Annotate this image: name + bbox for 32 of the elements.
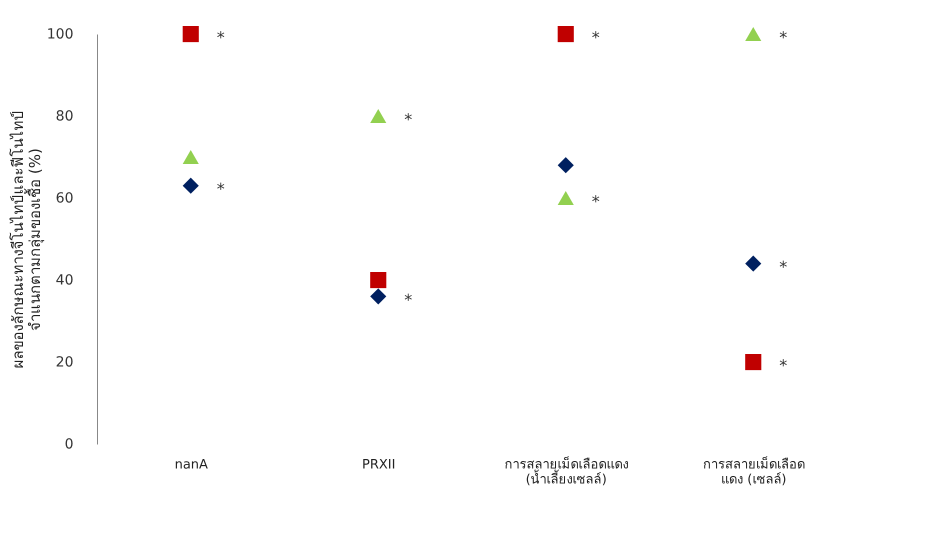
annotation: * [592,192,600,211]
y-tick-label: 80 [56,108,74,124]
annotation: * [216,28,225,47]
point [370,288,386,304]
y-tick-label: 100 [46,26,74,42]
x-tick-label: การสลายเม็ดเลือดแดง (น้ำเลี้ยงเซลล์) [504,454,628,488]
y-tick-label: 20 [56,354,74,370]
point [182,150,199,164]
y-tick-label: 60 [56,190,74,206]
point [558,26,574,42]
point [745,256,762,272]
point [182,178,199,194]
point [745,354,762,370]
y-tick-label: 40 [56,272,74,288]
point [182,26,199,42]
x-tick-label: nanA [174,458,208,472]
y-axis-title: ผลของลักษณะทางจีโนไทป์และฟีโนไทป์ จำแนกตามกลุ่มของเชื้อ (%) [8,110,45,368]
annotation: * [779,258,788,277]
point [558,157,574,174]
point [558,191,574,205]
x-tick-label: PRXII [362,458,396,472]
annotation: * [216,180,225,199]
annotation: * [404,290,412,310]
x-tick-label: การสลายเม็ดเลือด แดง (เซลล์) [702,454,805,488]
y-tick-label: 0 [64,436,74,452]
point [370,272,386,288]
annotation: * [592,28,600,47]
annotation: * [404,110,412,129]
annotation: * [779,28,788,47]
point [370,109,386,123]
annotation: * [779,356,788,375]
point [745,27,762,41]
